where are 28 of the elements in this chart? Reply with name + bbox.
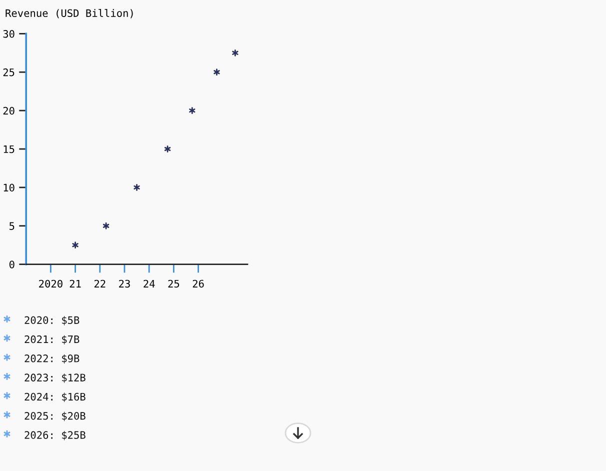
text: 2020: $5B bbox=[24, 316, 80, 326]
point bbox=[189, 107, 196, 114]
x-tick-label: 23 bbox=[119, 280, 130, 288]
text: 2024: $16B bbox=[24, 392, 86, 402]
point bbox=[72, 242, 78, 249]
x-tick-label: 25 bbox=[168, 280, 180, 288]
text: 2021: $7B bbox=[24, 335, 80, 345]
y-tick-label: 15 bbox=[4, 145, 14, 154]
y-tick-label: 0 bbox=[9, 260, 14, 268]
y-tick-label: 30 bbox=[3, 30, 14, 38]
x-tick-label: 2020 bbox=[39, 280, 62, 288]
text: 2022: $9B bbox=[24, 354, 80, 364]
text: 2026: $25B bbox=[24, 430, 86, 440]
x-tick-label: 26 bbox=[192, 280, 204, 288]
point bbox=[164, 146, 171, 152]
point bbox=[232, 49, 238, 56]
y-tick-label: 5 bbox=[10, 222, 14, 230]
y-axis-title: Revenue (USD Billion) bbox=[6, 9, 133, 18]
y-tick-label: 10 bbox=[4, 184, 14, 192]
point bbox=[214, 68, 220, 76]
y-tick-label: 20 bbox=[3, 106, 14, 115]
x-tick-label: 24 bbox=[144, 280, 155, 288]
y-tick-label: 25 bbox=[3, 68, 14, 76]
text: 2025: $20B bbox=[24, 412, 86, 422]
text: 2023: $12B bbox=[24, 374, 86, 383]
x-tick-label: 21 bbox=[70, 280, 81, 288]
x-tick-label: 22 bbox=[94, 280, 106, 288]
point bbox=[134, 184, 140, 191]
